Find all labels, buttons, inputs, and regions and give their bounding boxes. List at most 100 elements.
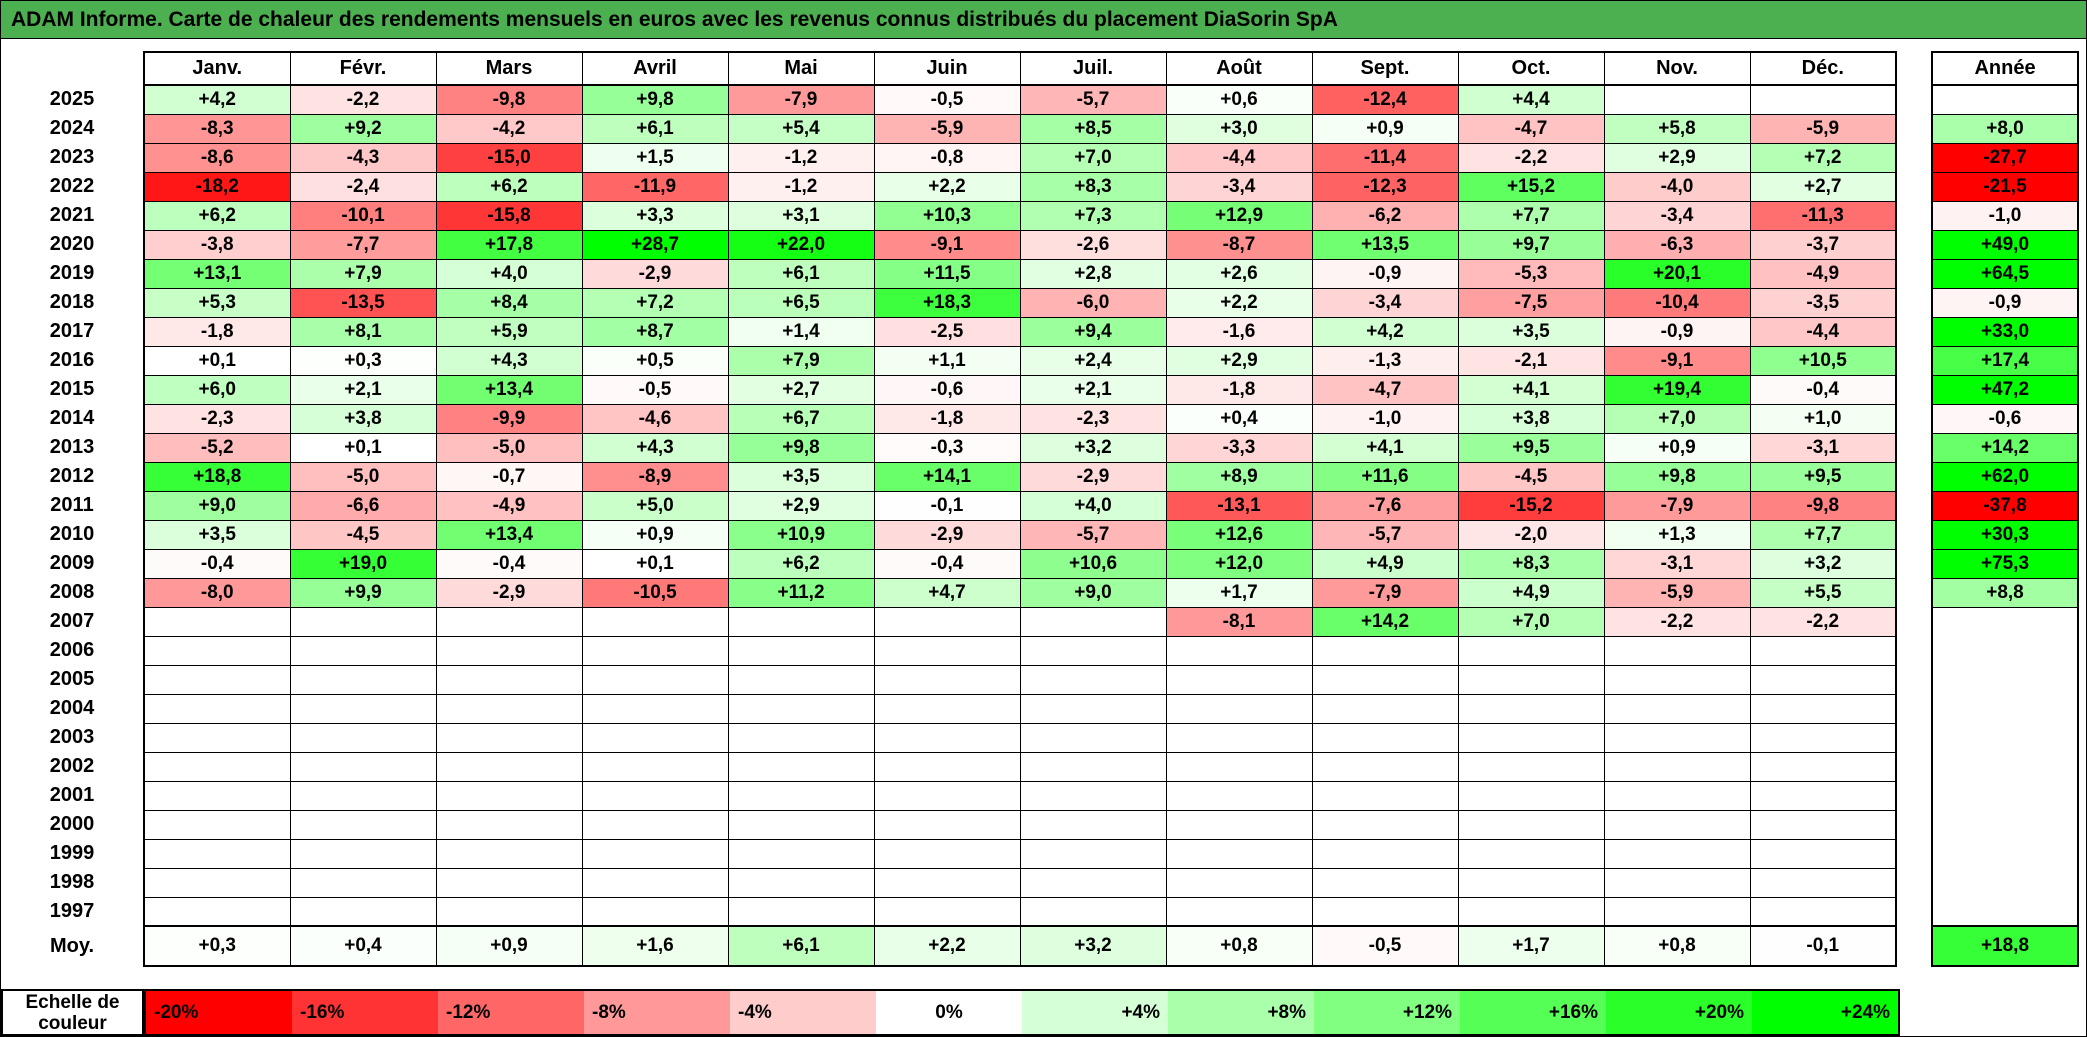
annual-return-cell: -1,0	[1931, 200, 2079, 231]
heatmap-cell: +13,5	[1311, 229, 1459, 260]
heatmap-cell: +7,9	[289, 258, 437, 289]
heatmap-cell: +1,3	[1603, 519, 1751, 550]
heatmap-cell: -5,7	[1311, 519, 1459, 550]
heatmap-cell: +18,8	[143, 461, 291, 492]
heatmap-cell: +5,0	[581, 490, 729, 521]
annual-return-cell	[1931, 839, 2079, 868]
heatmap-content: Janv. Févr. Mars Avril Mai Juin Juil. Août Sept.…	[1, 51, 2086, 967]
heatmap-cell: -7,9	[727, 84, 875, 115]
heatmap-cell: -8,0	[143, 577, 291, 608]
heatmap-cell: -5,3	[1457, 258, 1605, 289]
annual-return-cell	[1931, 723, 2079, 752]
heatmap-cell	[1165, 867, 1313, 898]
heatmap-cell: -4,5	[1457, 461, 1605, 492]
heatmap-cell: +9,2	[289, 113, 437, 144]
heatmap-cell	[1457, 809, 1605, 840]
heatmap-cell	[581, 722, 729, 753]
heatmap-cell: +7,9	[727, 345, 875, 376]
heatmap-cell: +3,5	[727, 461, 875, 492]
heatmap-cell: -5,2	[143, 432, 291, 463]
heatmap-cell: -8,7	[1165, 229, 1313, 260]
month-header: Sept.	[1311, 51, 1459, 86]
heatmap-cell	[1019, 867, 1167, 898]
heatmap-cell: -0,4	[1749, 374, 1897, 405]
heatmap-cell	[1603, 635, 1751, 666]
heatmap-cell	[1019, 664, 1167, 695]
heatmap-cell: +11,5	[873, 258, 1021, 289]
year-row: 2005	[1, 664, 1897, 695]
heatmap-cell: -1,8	[1165, 374, 1313, 405]
heatmap-cell: -4,4	[1165, 142, 1313, 173]
year-row: 2019 +13,1 +7,9 +4,0 -2,9 +6,1 +11,5 +2,8 +2,6 -0…	[1, 258, 1897, 289]
average-cell: +1,7	[1457, 925, 1605, 967]
heatmap-cell: +6,2	[143, 200, 291, 231]
heatmap-cell: +8,3	[1457, 548, 1605, 579]
heatmap-cell	[435, 722, 583, 753]
heatmap-cell	[143, 780, 291, 811]
annual-return-cell	[1931, 781, 2079, 810]
year-label: 2020	[1, 230, 144, 259]
heatmap-cell: -3,4	[1311, 287, 1459, 318]
heatmap-cell: -1,2	[727, 171, 875, 202]
heatmap-cell: +4,3	[435, 345, 583, 376]
heatmap-cell: +9,0	[1019, 577, 1167, 608]
heatmap-cell	[581, 664, 729, 695]
heatmap-cell: -11,9	[581, 171, 729, 202]
year-row: 2006	[1, 635, 1897, 666]
heatmap-cell: -13,1	[1165, 490, 1313, 521]
heatmap-cell: +9,8	[727, 432, 875, 463]
heatmap-cell: -2,9	[435, 577, 583, 608]
heatmap-cell: +15,2	[1457, 171, 1605, 202]
heatmap-cell: +11,2	[727, 577, 875, 608]
heatmap-cell: -7,6	[1311, 490, 1459, 521]
heatmap-cell: +2,6	[1165, 258, 1313, 289]
heatmap-cell: -0,1	[873, 490, 1021, 521]
month-header-row: Janv. Févr. Mars Avril Mai Juin Juil. Août Sept.…	[1, 51, 1897, 86]
heatmap-cell: +3,5	[1457, 316, 1605, 347]
year-label: 2025	[1, 85, 144, 114]
year-label: 2016	[1, 346, 144, 375]
heatmap-cell	[1019, 809, 1167, 840]
heatmap-cell: -2,9	[581, 258, 729, 289]
heatmap-cell	[1165, 780, 1313, 811]
heatmap-cell	[581, 751, 729, 782]
heatmap-cell: +13,4	[435, 519, 583, 550]
heatmap-cell: -4,6	[581, 403, 729, 434]
year-row: 2016 +0,1 +0,3 +4,3 +0,5 +7,9 +1,1 +2,4 +2,9 -1,3…	[1, 345, 1897, 376]
heatmap-cell	[289, 635, 437, 666]
year-row: 2010 +3,5 -4,5 +13,4 +0,9 +10,9 -2,9 -5,7 +12,6-…	[1, 519, 1897, 550]
legend-label-line2: couleur	[38, 1012, 107, 1034]
heatmap-cell	[581, 809, 729, 840]
heatmap-cell: +2,9	[727, 490, 875, 521]
heatmap-cell: -15,0	[435, 142, 583, 173]
month-header: Mars	[435, 51, 583, 86]
heatmap-cell: -5,9	[1749, 113, 1897, 144]
heatmap-cell: +10,6	[1019, 548, 1167, 579]
heatmap-cell	[1165, 722, 1313, 753]
heatmap-cell: +5,3	[143, 287, 291, 318]
heatmap-cell: -8,1	[1165, 606, 1313, 637]
month-header: Janv.	[143, 51, 291, 86]
heatmap-cell: +7,0	[1603, 403, 1751, 434]
heatmap-cell: +11,6	[1311, 461, 1459, 492]
year-label: 2022	[1, 172, 144, 201]
year-row: 2004	[1, 693, 1897, 724]
average-cell: +0,9	[435, 925, 583, 967]
heatmap-cell: -7,9	[1311, 577, 1459, 608]
heatmap-cell	[1749, 896, 1897, 927]
heatmap-cell: -0,3	[873, 432, 1021, 463]
year-label: 2009	[1, 549, 144, 578]
heatmap-cell: -13,5	[289, 287, 437, 318]
color-scale-legend: Echelle de couleur -20% -16% -12% -8% -4% 0% +…	[1, 989, 2086, 1036]
heatmap-cell	[1457, 867, 1605, 898]
heatmap-cell: +9,0	[143, 490, 291, 521]
heatmap-cell: +0,5	[581, 345, 729, 376]
heatmap-cell: +14,2	[1311, 606, 1459, 637]
heatmap-cell	[1311, 635, 1459, 666]
heatmap-cell: +0,6	[1165, 84, 1313, 115]
heatmap-cell: -0,4	[435, 548, 583, 579]
year-row: 1998	[1, 867, 1897, 898]
year-label: 2008	[1, 578, 144, 607]
heatmap-cell: -5,7	[1019, 519, 1167, 550]
heatmap-cell: +4,9	[1311, 548, 1459, 579]
